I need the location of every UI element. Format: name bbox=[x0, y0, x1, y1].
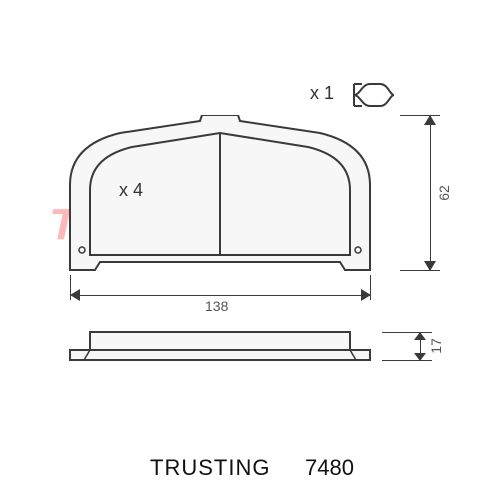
clip-icon bbox=[350, 80, 395, 110]
dim-w-arrow-r bbox=[361, 289, 371, 302]
dim-h-line bbox=[430, 115, 431, 271]
dim-width-label: 138 bbox=[205, 298, 228, 314]
footer-brand: TRUSTING bbox=[150, 455, 270, 481]
dim-t-arrow-bot bbox=[414, 353, 427, 361]
clip-qty-label: x 1 bbox=[310, 83, 334, 104]
drawing-canvas: TRUSTING x 1 x 4 62 138 bbox=[0, 0, 500, 500]
pad-side-view bbox=[60, 328, 380, 368]
dim-thickness-label: 17 bbox=[428, 338, 444, 354]
pad-front-view bbox=[60, 115, 380, 275]
dim-h-arrow-top bbox=[424, 115, 437, 125]
footer-code: 7480 bbox=[305, 455, 354, 481]
pad-qty-label: x 4 bbox=[115, 180, 147, 201]
dim-t-arrow-top bbox=[414, 332, 427, 340]
dim-h-arrow-bot bbox=[424, 261, 437, 271]
dim-height-label: 62 bbox=[436, 185, 452, 201]
dim-w-line bbox=[70, 295, 370, 296]
dim-w-arrow-l bbox=[70, 289, 80, 302]
